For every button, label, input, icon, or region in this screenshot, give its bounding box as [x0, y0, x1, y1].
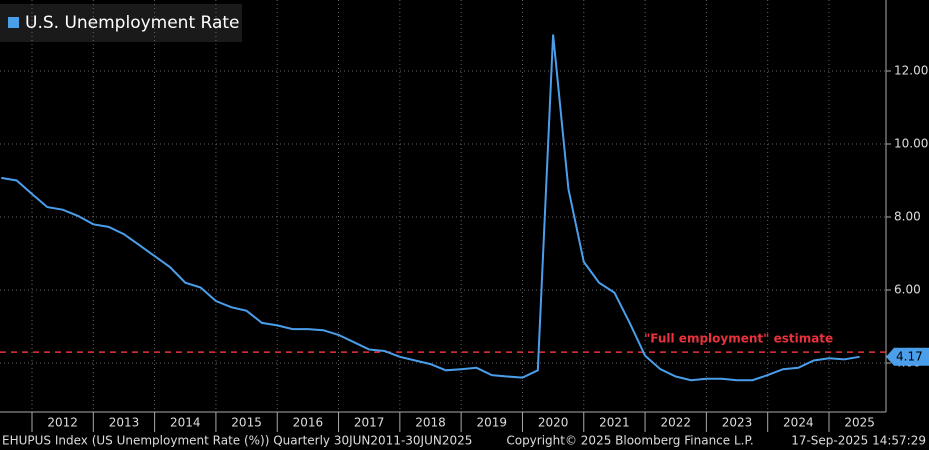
footer-center: Copyright© 2025 Bloomberg Finance L.P. [506, 434, 753, 448]
x-tick-label: 2013 [109, 416, 140, 430]
x-tick-label: 2015 [231, 416, 262, 430]
last-value-box [886, 347, 929, 366]
legend-label: U.S. Unemployment Rate [25, 13, 240, 33]
y-tick-label: 6.00 [894, 283, 921, 297]
line-series [1, 34, 860, 382]
x-tick-label: 2022 [660, 416, 691, 430]
y-tick-label: 8.00 [894, 210, 921, 224]
x-tick-label: 2018 [415, 416, 446, 430]
x-tick-label: 2020 [538, 416, 569, 430]
x-tick-label: 2024 [783, 416, 814, 430]
legend-swatch [8, 17, 19, 28]
x-tick-label: 2016 [293, 416, 324, 430]
x-tick-label: 2025 [844, 416, 875, 430]
footer-right: 17-Sep-2025 14:57:29 [791, 434, 926, 448]
reference-label: "Full employment" estimate [644, 332, 833, 346]
y-tick-label: 12.00 [894, 63, 928, 77]
x-tick-label: 2021 [599, 416, 630, 430]
x-tick-label: 2017 [354, 416, 385, 430]
last-value-label: 4.17 [896, 349, 923, 363]
footer-left: EHUPUS Index (US Unemployment Rate (%)) … [2, 434, 472, 448]
x-tick-label: 2014 [170, 416, 201, 430]
x-tick-label: 2012 [47, 416, 78, 430]
x-tick-label: 2023 [722, 416, 753, 430]
legend-box [0, 4, 242, 42]
y-tick-label: 10.00 [894, 137, 928, 151]
x-tick-label: 2019 [477, 416, 508, 430]
